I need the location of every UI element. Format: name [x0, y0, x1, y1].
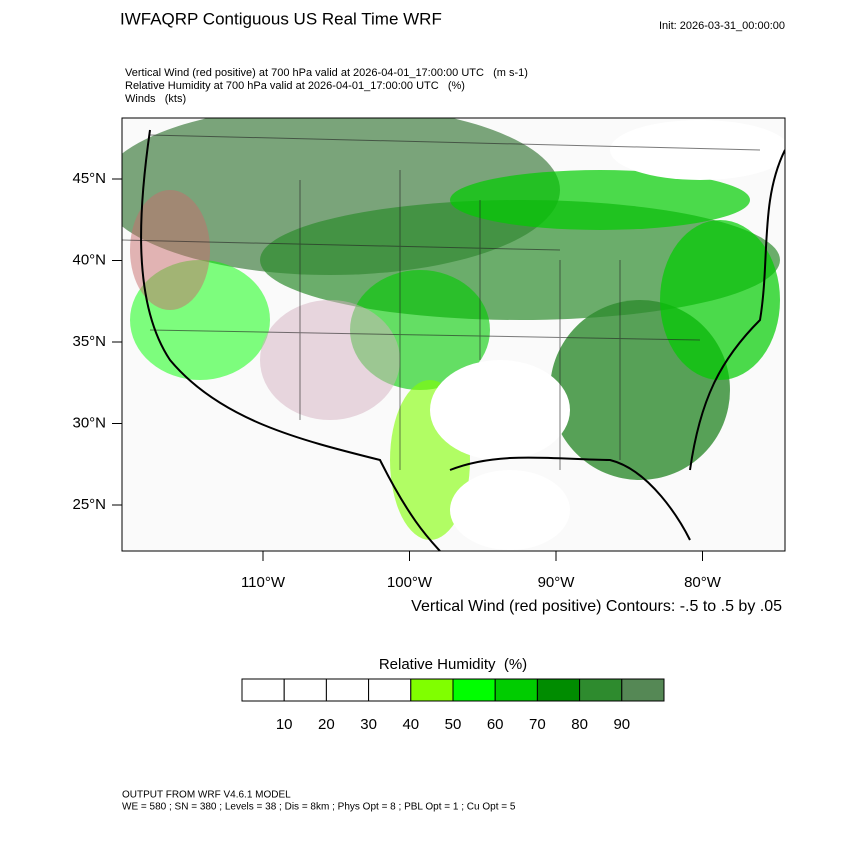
lon-label: 80°W	[684, 574, 722, 591]
colorbar-label: 40	[402, 716, 419, 733]
title: IWFAQRP Contiguous US Real Time WRF	[120, 9, 442, 28]
colorbar-title: Relative Humidity (%)	[379, 656, 527, 673]
colorbar-box	[452, 678, 496, 702]
lat-label: 30°N	[72, 414, 106, 431]
colorbar-box	[621, 678, 665, 702]
init-time: Init: 2026-03-31_00:00:00	[659, 20, 785, 32]
footer-line: OUTPUT FROM WRF V4.6.1 MODEL	[122, 790, 291, 801]
lat-label: 45°N	[72, 170, 106, 187]
colorbar-label: 70	[529, 716, 546, 733]
colorbar-box	[368, 678, 412, 702]
colorbar-label: 60	[487, 716, 504, 733]
lon-label: 100°W	[387, 574, 433, 591]
colorbar-box	[536, 678, 581, 702]
lon-label: 90°W	[538, 574, 576, 591]
field-line: Vertical Wind (red positive) at 700 hPa …	[125, 67, 528, 79]
lat-label: 25°N	[72, 496, 106, 513]
map	[121, 117, 786, 552]
colorbar-box	[283, 678, 327, 702]
colorbar-label: 10	[276, 716, 293, 733]
colorbar-box	[410, 678, 454, 702]
field-line: Relative Humidity at 700 hPa valid at 20…	[125, 80, 465, 92]
colorbar-label: 30	[360, 716, 377, 733]
field-line: Winds (kts)	[125, 93, 186, 105]
lat-label: 40°N	[72, 251, 106, 268]
colorbar-box	[494, 678, 538, 702]
contour-note: Vertical Wind (red positive) Contours: -…	[411, 598, 782, 615]
colorbar-label: 80	[571, 716, 588, 733]
colorbar-box	[579, 678, 623, 702]
colorbar-label: 20	[318, 716, 335, 733]
lon-label: 110°W	[241, 574, 286, 591]
footer-line: WE = 580 ; SN = 380 ; Levels = 38 ; Dis …	[122, 802, 516, 813]
colorbar-label: 90	[613, 716, 630, 733]
axis-labels: 45°N 40°N 35°N 30°N 25°N 110°W 100°W 90°W 80°W	[72, 170, 721, 591]
colorbar-box	[325, 678, 370, 702]
colorbar: 10 20 30 40 50 60 70 80 90	[241, 678, 665, 733]
colorbar-box	[241, 678, 285, 702]
colorbar-label: 50	[445, 716, 462, 733]
lat-label: 35°N	[72, 333, 106, 350]
